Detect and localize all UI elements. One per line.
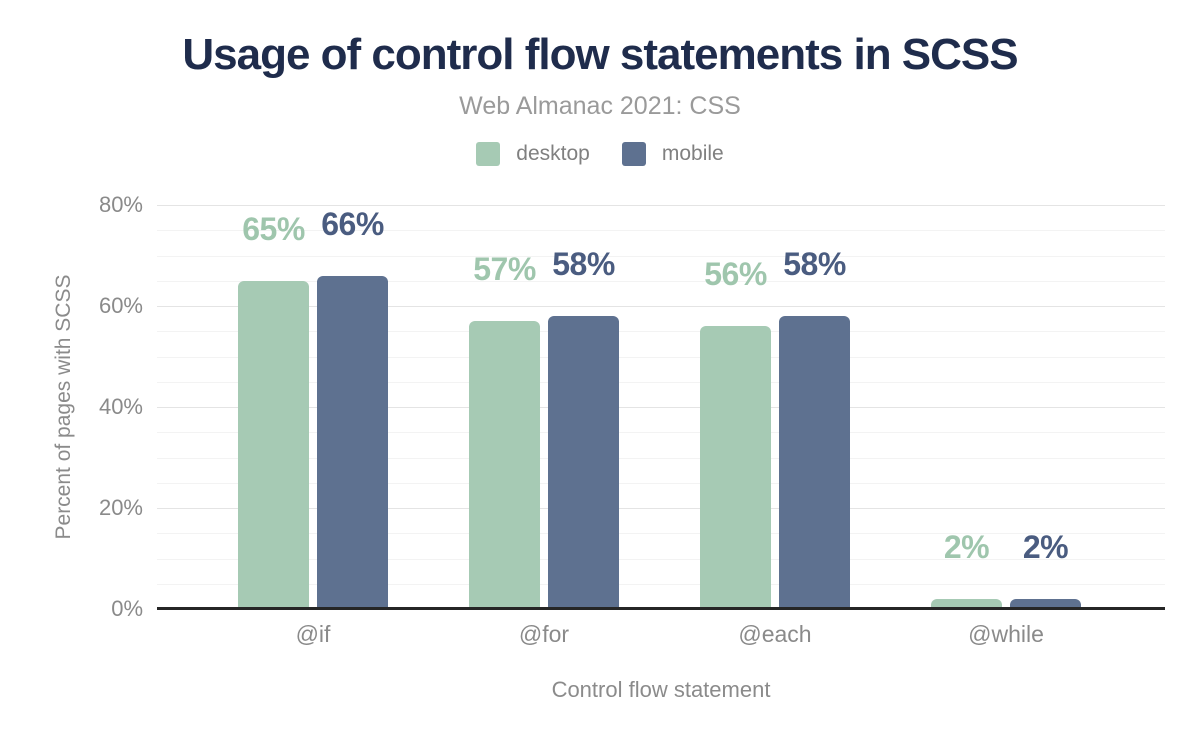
value-label-desktop-for: 57% <box>473 251 536 287</box>
y-tick-label-40: 40% <box>98 394 143 419</box>
bar-mobile-each[interactable] <box>779 316 850 609</box>
x-tick-label-each: @each <box>738 621 812 647</box>
major-gridline-80 <box>157 205 1165 206</box>
y-axis-title: Percent of pages with SCSS <box>52 274 75 540</box>
bar-desktop-while[interactable] <box>931 599 1002 609</box>
bar-desktop-if[interactable] <box>238 281 309 609</box>
legend-label-desktop: desktop <box>516 142 590 165</box>
bar-mobile-while[interactable] <box>1010 599 1081 609</box>
major-gridline-20 <box>157 508 1165 509</box>
minor-gridline-75 <box>157 230 1165 231</box>
y-tick-label-60: 60% <box>98 293 143 318</box>
minor-gridline-55 <box>157 331 1165 332</box>
bar-desktop-each[interactable] <box>700 326 771 609</box>
value-label-mobile-each: 58% <box>783 246 846 282</box>
x-tick-label-while: @while <box>968 621 1044 647</box>
value-label-mobile-while: 2% <box>1022 529 1069 565</box>
x-tick-label-if: @if <box>295 621 331 647</box>
legend-swatch-desktop <box>476 142 501 166</box>
minor-gridline-15 <box>157 533 1165 534</box>
bar-mobile-if[interactable] <box>317 276 388 609</box>
value-label-desktop-if: 65% <box>242 211 305 247</box>
major-gridline-40 <box>157 407 1165 408</box>
value-label-mobile-if: 66% <box>321 206 384 242</box>
minor-gridline-35 <box>157 432 1165 433</box>
minor-gridline-10 <box>157 559 1165 560</box>
value-label-mobile-for: 58% <box>552 246 615 282</box>
x-axis-title: Control flow statement <box>551 677 771 702</box>
minor-gridline-50 <box>157 357 1165 358</box>
x-axis-baseline <box>157 607 1165 610</box>
minor-gridline-45 <box>157 382 1165 383</box>
minor-gridline-65 <box>157 281 1165 282</box>
minor-gridline-5 <box>157 584 1165 585</box>
minor-gridline-25 <box>157 483 1165 484</box>
value-label-desktop-while: 2% <box>943 529 990 565</box>
x-tick-label-for: @for <box>518 621 570 647</box>
legend-item-mobile[interactable]: mobile <box>621 142 724 166</box>
major-gridline-60 <box>157 306 1165 307</box>
bar-mobile-for[interactable] <box>548 316 619 609</box>
y-tick-label-0: 0% <box>111 596 143 621</box>
legend-item-desktop[interactable]: desktop <box>476 142 590 166</box>
legend-swatch-mobile <box>621 142 646 166</box>
value-label-desktop-each: 56% <box>704 256 767 292</box>
bar-desktop-for[interactable] <box>469 321 540 609</box>
chart-subtitle: Web Almanac 2021: CSS <box>459 92 741 120</box>
legend-label-mobile: mobile <box>661 142 724 165</box>
chart-legend: desktop mobile <box>0 142 1200 166</box>
y-tick-label-20: 20% <box>98 495 143 520</box>
chart-title: Usage of control flow statements in SCSS <box>182 30 1018 79</box>
minor-gridline-30 <box>157 458 1165 459</box>
minor-gridline-70 <box>157 256 1165 257</box>
y-tick-label-80: 80% <box>98 192 143 217</box>
